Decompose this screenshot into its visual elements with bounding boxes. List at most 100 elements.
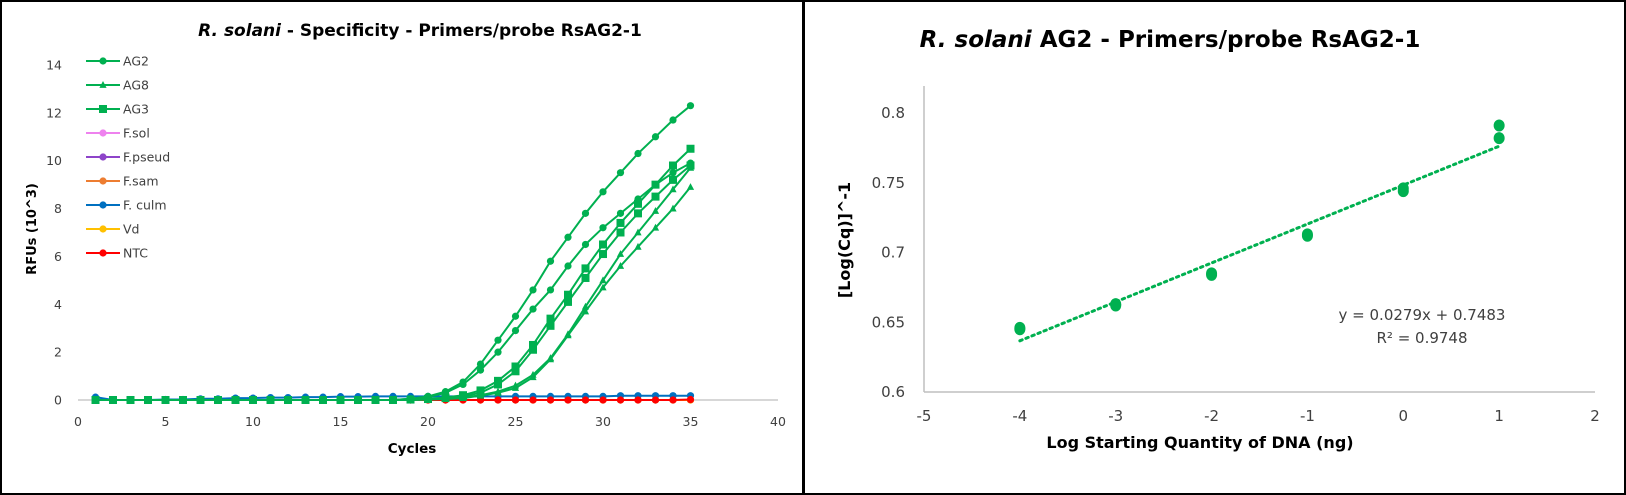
legend-label: F. culm <box>123 198 167 213</box>
data-point <box>669 161 677 170</box>
legend-item: AG8 <box>86 78 149 93</box>
legend-marker-icon <box>99 201 107 209</box>
legend-label: F.sol <box>123 126 150 141</box>
data-point <box>459 380 467 389</box>
data-point <box>476 360 485 368</box>
left-y-tick-label: 6 <box>54 249 62 264</box>
data-point <box>599 276 607 284</box>
legend-label: NTC <box>123 246 148 261</box>
left-legend: AG2 AG8 AG3 F.sol F.pseud F.sam F. culm Vd NTC <box>86 54 170 261</box>
legend-item: Vd <box>86 222 140 237</box>
data-point <box>284 396 292 404</box>
legend-item: AG2 <box>86 54 149 69</box>
left-y-tick-label: 8 <box>54 201 62 216</box>
data-point <box>686 144 695 153</box>
legend-marker-icon <box>99 249 107 257</box>
data-point <box>301 396 310 404</box>
data-point <box>161 396 170 404</box>
data-point <box>634 228 642 236</box>
data-point <box>686 102 695 110</box>
data-point <box>546 396 555 404</box>
data-point <box>196 396 205 404</box>
data-point <box>564 262 572 270</box>
left-y-tick-label: 10 <box>46 153 62 168</box>
data-point <box>494 380 502 389</box>
data-point <box>616 228 625 237</box>
legend-label: AG2 <box>123 54 149 69</box>
series-ag8 <box>91 183 695 403</box>
data-point <box>109 396 117 404</box>
data-point <box>529 373 537 381</box>
left-y-tick-label: 4 <box>54 297 62 312</box>
data-point <box>214 396 222 404</box>
legend-label: F.sam <box>123 174 159 189</box>
data-point <box>616 169 625 177</box>
data-point <box>144 396 152 404</box>
data-point <box>616 396 625 404</box>
data-point <box>546 314 555 323</box>
series-line <box>95 186 692 401</box>
series-line <box>95 148 692 401</box>
data-point <box>581 273 590 282</box>
data-point <box>511 362 520 371</box>
data-point <box>511 367 520 376</box>
data-point <box>581 209 590 217</box>
data-point <box>126 396 135 404</box>
left-x-tick-label: 40 <box>770 414 786 429</box>
left-title-italic: R. solani <box>198 21 282 41</box>
data-point <box>651 133 660 141</box>
data-point <box>546 321 555 330</box>
left-x-tick-label: 20 <box>420 414 436 429</box>
data-point <box>179 396 187 404</box>
legend-marker-icon <box>99 153 107 161</box>
data-point <box>616 209 625 217</box>
legend-item: F.sam <box>86 174 159 189</box>
data-point <box>266 396 275 404</box>
data-point <box>564 297 572 306</box>
legend-marker-icon <box>99 105 107 113</box>
data-point <box>651 180 660 189</box>
left-y-tick-label: 2 <box>54 345 62 360</box>
data-point <box>669 169 677 177</box>
data-point <box>564 396 572 404</box>
data-point <box>529 345 537 354</box>
data-point <box>511 327 520 335</box>
data-point <box>616 250 625 257</box>
data-point <box>441 394 450 403</box>
legend-marker-icon <box>99 81 107 88</box>
legend-label: AG3 <box>123 102 149 117</box>
data-point <box>494 388 502 396</box>
data-point <box>529 340 537 349</box>
left-x-tick-label: 5 <box>162 414 170 429</box>
left-chart-title: R. solani - Specificity - Primers/probe … <box>198 21 642 41</box>
data-point <box>494 396 502 404</box>
data-point <box>546 355 555 363</box>
data-point <box>581 307 590 315</box>
left-x-tick-label: 35 <box>683 414 699 429</box>
data-point <box>686 395 695 404</box>
data-point <box>91 396 100 404</box>
data-point <box>581 264 590 273</box>
data-point <box>529 396 537 404</box>
data-point <box>564 331 572 339</box>
left-x-tick-label: 10 <box>245 414 261 429</box>
data-point <box>651 396 660 404</box>
data-point <box>476 388 485 397</box>
data-point <box>634 396 642 404</box>
legend-item: F.pseud <box>86 150 170 165</box>
data-point <box>511 312 520 320</box>
data-point <box>336 396 345 404</box>
data-point <box>389 396 397 404</box>
data-point <box>634 242 642 250</box>
data-point <box>669 175 677 184</box>
data-point <box>599 240 607 249</box>
left-y-tick-label: 14 <box>46 58 62 73</box>
data-point <box>599 188 607 196</box>
data-point <box>564 290 572 299</box>
data-point <box>651 223 660 231</box>
series-line <box>95 167 692 401</box>
data-point <box>669 396 677 404</box>
data-point <box>669 185 677 193</box>
legend-item: NTC <box>86 246 148 261</box>
